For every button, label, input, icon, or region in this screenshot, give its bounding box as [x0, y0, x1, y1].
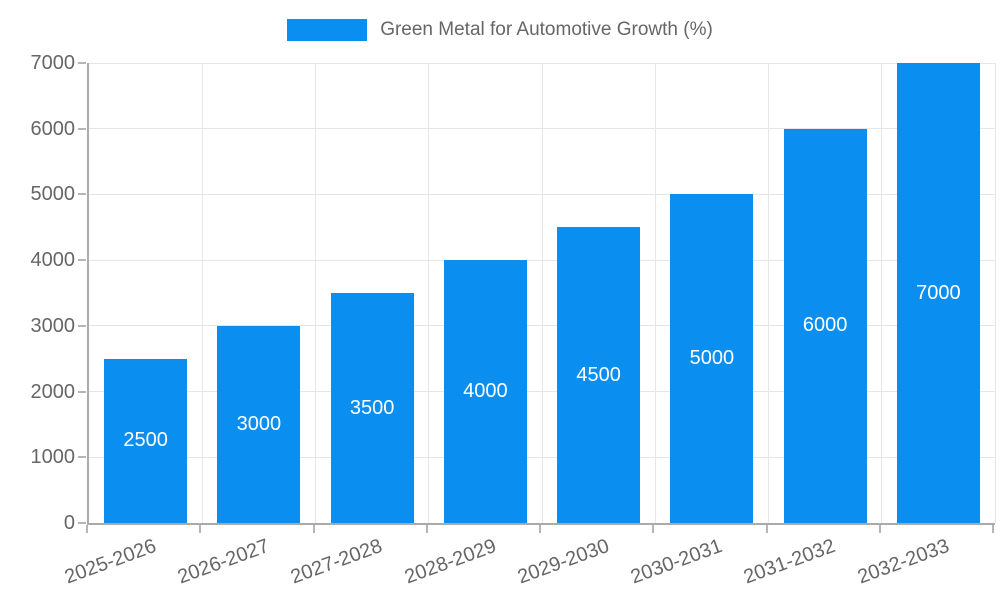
- bar[interactable]: 4500: [557, 227, 641, 523]
- bar[interactable]: 3000: [217, 325, 301, 523]
- gridline-v: [201, 63, 203, 523]
- gridline-v: [994, 63, 996, 523]
- x-axis-tick-label: 2031-2032: [741, 535, 839, 589]
- x-tick-mark: [765, 525, 768, 533]
- x-axis-tick-label: 2030-2031: [627, 535, 726, 589]
- x-tick-mark: [652, 525, 655, 533]
- gridline-v: [428, 63, 430, 523]
- bar-value-label: 3500: [349, 396, 395, 419]
- x-tick-mark: [199, 525, 202, 533]
- legend[interactable]: Green Metal for Automotive Growth (%): [0, 19, 1000, 41]
- gridline-v: [541, 63, 543, 523]
- bar[interactable]: 7000: [896, 63, 980, 523]
- y-tick-mark: [78, 522, 86, 524]
- bar-value-label: 2500: [123, 429, 168, 452]
- y-axis-tick-label: 5000: [30, 183, 76, 206]
- x-tick-mark: [878, 525, 881, 533]
- x-tick-mark: [86, 525, 88, 533]
- y-tick-mark: [78, 62, 86, 64]
- bar[interactable]: 3500: [330, 293, 414, 523]
- gridline-v: [654, 63, 656, 523]
- y-axis-tick-label: 1000: [30, 446, 76, 469]
- y-tick-mark: [78, 259, 86, 262]
- gridline-v: [315, 63, 316, 523]
- bar-value-label: 4000: [463, 380, 508, 403]
- x-axis-tick-label: 2026-2027: [174, 535, 273, 589]
- y-axis-tick-label: 7000: [30, 52, 76, 74]
- y-tick-mark: [78, 127, 86, 130]
- x-axis-tick-label: 2032-2033: [854, 535, 952, 589]
- bar-value-label: 7000: [916, 281, 961, 304]
- x-tick-mark: [539, 525, 541, 533]
- gridline-v: [768, 63, 769, 523]
- y-axis-tick-label: 3000: [30, 314, 76, 337]
- legend-swatch: [287, 19, 368, 41]
- y-tick-mark: [78, 456, 86, 459]
- bar-value-label: 6000: [802, 314, 848, 337]
- y-tick-mark: [78, 390, 86, 393]
- x-axis-tick-label: 2027-2028: [288, 535, 386, 589]
- y-tick-mark: [78, 193, 86, 196]
- bar-value-label: 3000: [236, 412, 282, 435]
- x-tick-mark: [992, 525, 994, 533]
- x-axis-tick-label: 2025-2026: [61, 535, 160, 589]
- y-axis-tick-label: 2000: [30, 380, 76, 403]
- bar[interactable]: 6000: [783, 128, 867, 523]
- y-axis-tick-label: 6000: [30, 117, 76, 140]
- bar[interactable]: 4000: [443, 260, 527, 523]
- legend-label: Green Metal for Automotive Growth (%): [380, 19, 713, 40]
- x-tick-mark: [425, 525, 428, 533]
- y-tick-mark: [78, 324, 86, 327]
- x-tick-mark: [312, 525, 315, 533]
- bar[interactable]: 2500: [104, 358, 188, 523]
- gridline-v: [881, 63, 883, 523]
- x-axis-tick-label: 2028-2029: [401, 535, 499, 589]
- bar[interactable]: 5000: [670, 194, 754, 523]
- y-axis-tick-label: 4000: [30, 249, 76, 272]
- y-axis-tick-label: 0: [63, 512, 75, 534]
- bar-value-label: 4500: [576, 363, 621, 386]
- plot-area: 2500 3000 3500 4000 4500 5000 6000 7000: [87, 62, 996, 525]
- bar-value-label: 5000: [689, 347, 735, 370]
- x-axis-tick-label: 2029-2030: [514, 535, 613, 589]
